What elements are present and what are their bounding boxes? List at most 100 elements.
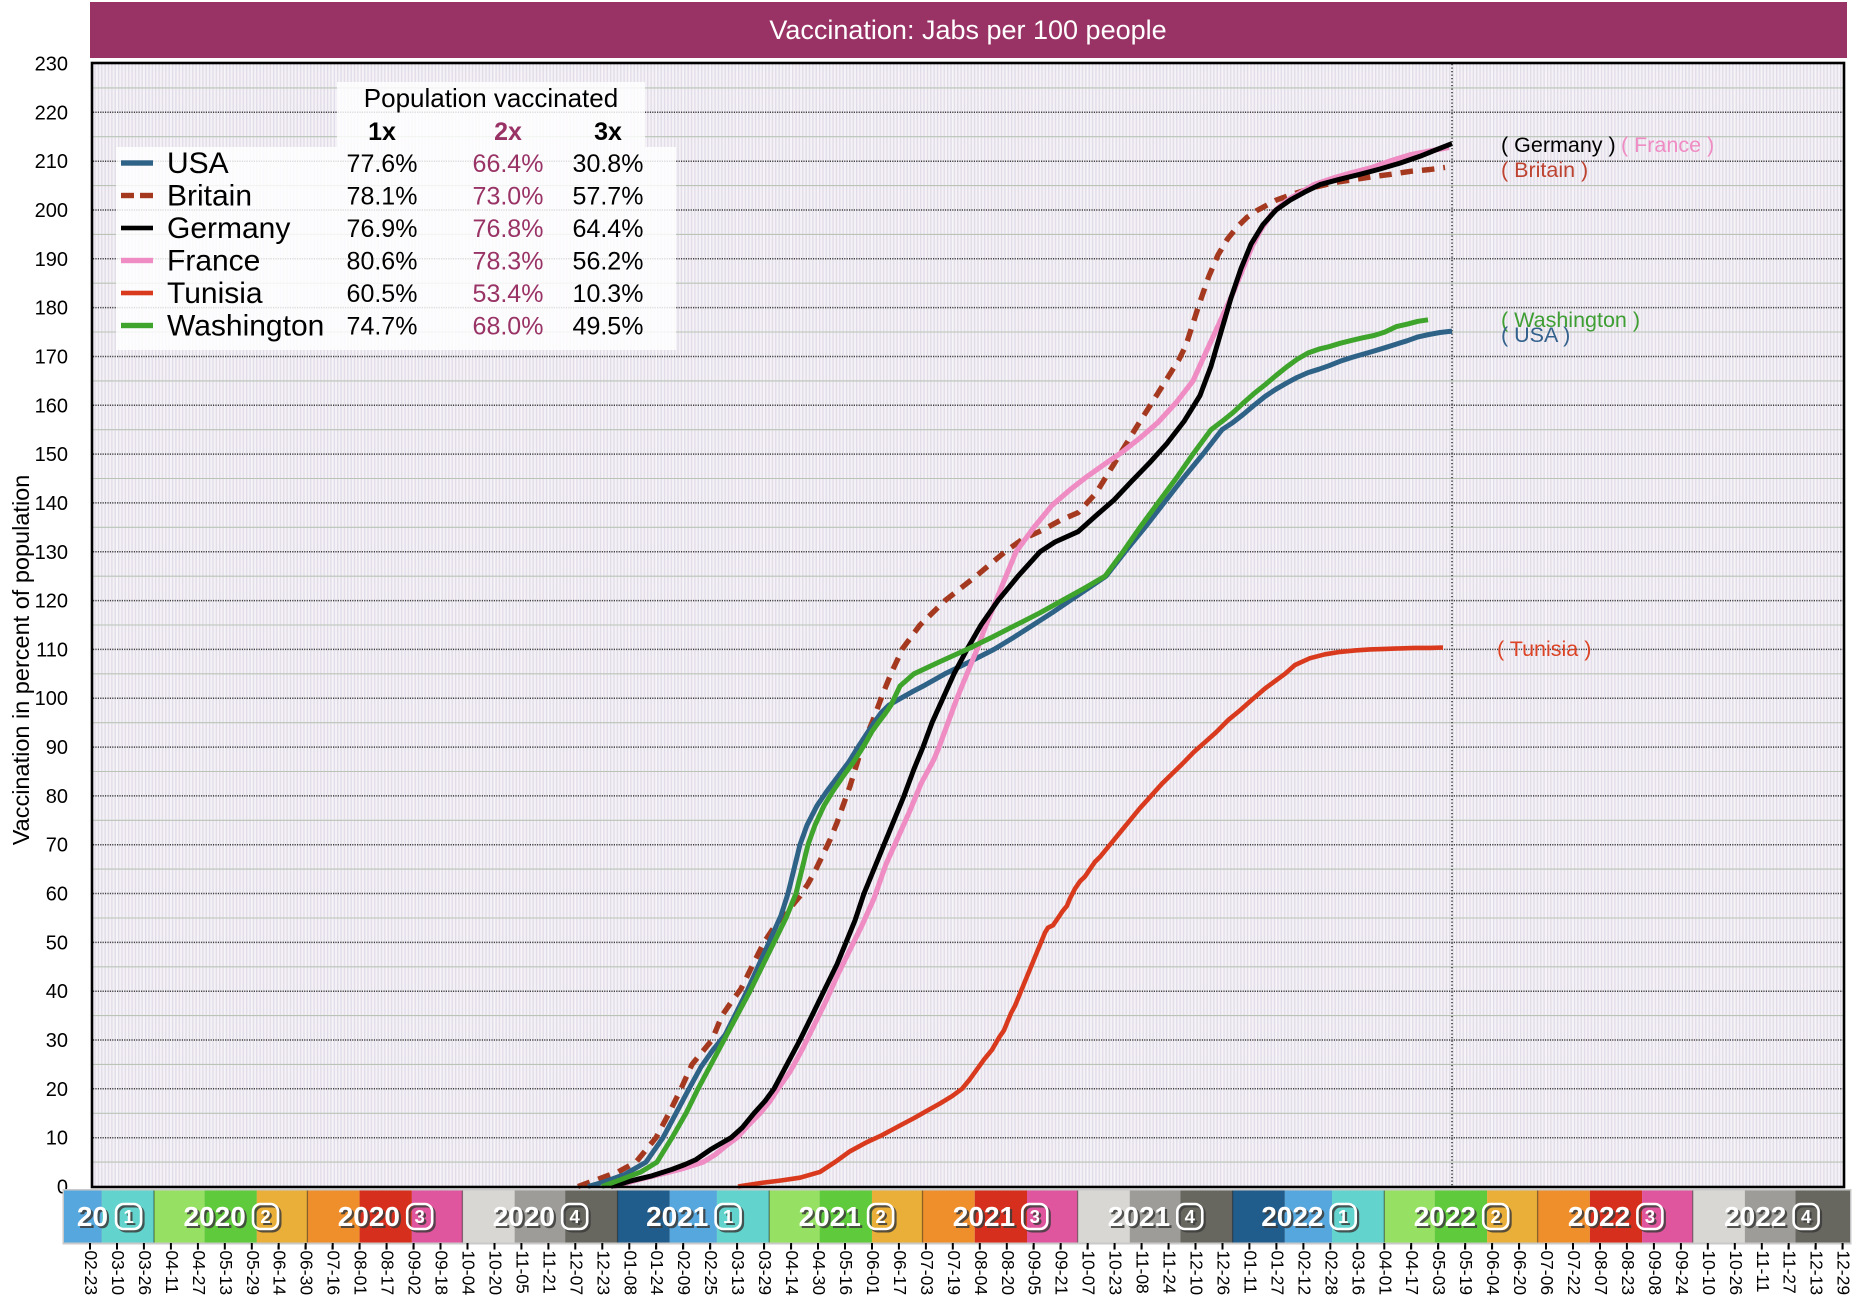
svg-text:-08-23: -08-23 (1618, 1245, 1638, 1296)
svg-text:-07-06: -07-06 (1537, 1245, 1557, 1296)
svg-text:-01-11: -01-11 (1240, 1245, 1260, 1294)
svg-text:-11-21: -11-21 (539, 1245, 559, 1294)
svg-text:2022: 2022 (1726, 1203, 1788, 1234)
svg-text:2: 2 (875, 1206, 885, 1227)
svg-text:( Tunisia ): ( Tunisia ) (1497, 637, 1591, 661)
svg-text:2: 2 (263, 1208, 273, 1229)
svg-text:53.4%: 53.4% (473, 280, 544, 308)
svg-text:-08-04: -08-04 (971, 1245, 991, 1296)
svg-text:-05-13: -05-13 (216, 1245, 236, 1296)
svg-text:10: 10 (46, 1128, 68, 1150)
svg-text:-08-20: -08-20 (998, 1245, 1018, 1296)
svg-text:3: 3 (1647, 1208, 1657, 1229)
svg-text:20: 20 (46, 1079, 68, 1101)
svg-text:130: 130 (35, 542, 68, 564)
svg-text:3: 3 (417, 1208, 427, 1229)
svg-text:-03-29: -03-29 (755, 1245, 775, 1296)
svg-text:-02-28: -02-28 (1321, 1245, 1341, 1296)
svg-text:2022: 2022 (1724, 1201, 1786, 1232)
svg-text:( Germany ): ( Germany ) (1501, 133, 1616, 157)
svg-text:90: 90 (46, 737, 68, 759)
svg-text:64.4%: 64.4% (573, 215, 644, 243)
svg-text:-03-13: -03-13 (728, 1245, 748, 1296)
svg-text:-10-26: -10-26 (1726, 1245, 1746, 1296)
svg-text:-06-30: -06-30 (297, 1245, 317, 1296)
svg-text:-10-20: -10-20 (486, 1245, 506, 1296)
svg-text:-04-27: -04-27 (189, 1245, 209, 1296)
svg-text:76.8%: 76.8% (473, 215, 544, 243)
svg-text:30: 30 (46, 1030, 68, 1052)
svg-text:2: 2 (878, 1208, 888, 1229)
svg-text:76.9%: 76.9% (347, 215, 418, 243)
svg-text:60: 60 (46, 884, 68, 906)
svg-text:Vaccination in percent of popu: Vaccination in percent of population (8, 475, 34, 846)
svg-text:-12-07: -12-07 (566, 1245, 586, 1296)
svg-text:2020: 2020 (338, 1201, 400, 1232)
svg-text:49.5%: 49.5% (573, 313, 644, 341)
svg-text:( France ): ( France ) (1621, 133, 1714, 157)
svg-text:-11-24: -11-24 (1160, 1245, 1180, 1295)
svg-text:50: 50 (46, 932, 68, 954)
svg-text:-01-08: -01-08 (620, 1245, 640, 1296)
svg-text:USA: USA (167, 147, 229, 180)
svg-text:-07-19: -07-19 (944, 1245, 964, 1296)
svg-text:78.3%: 78.3% (473, 248, 544, 276)
svg-text:-12-29: -12-29 (1834, 1245, 1854, 1296)
svg-text:-05-16: -05-16 (836, 1245, 856, 1296)
svg-text:78.1%: 78.1% (347, 183, 418, 211)
svg-text:-08-07: -08-07 (1591, 1245, 1611, 1296)
svg-text:1: 1 (123, 1206, 133, 1227)
svg-text:2022: 2022 (1416, 1203, 1478, 1234)
svg-text:2021: 2021 (1108, 1201, 1170, 1232)
svg-text:-05-29: -05-29 (243, 1245, 263, 1296)
svg-text:210: 210 (35, 151, 68, 173)
svg-text:1: 1 (723, 1206, 733, 1227)
svg-text:-06-14: -06-14 (270, 1245, 290, 1296)
svg-text:2021: 2021 (646, 1201, 708, 1232)
svg-text:200: 200 (35, 200, 68, 222)
svg-text:-07-16: -07-16 (324, 1245, 344, 1296)
svg-text:56.2%: 56.2% (573, 248, 644, 276)
svg-text:80: 80 (46, 786, 68, 808)
svg-text:-02-23: -02-23 (81, 1245, 101, 1296)
svg-text:4: 4 (570, 1206, 581, 1227)
svg-text:-06-20: -06-20 (1510, 1245, 1530, 1296)
svg-text:-01-27: -01-27 (1267, 1245, 1287, 1296)
svg-text:20: 20 (77, 1201, 108, 1232)
svg-text:-09-02: -09-02 (405, 1245, 425, 1296)
svg-text:140: 140 (35, 493, 68, 515)
svg-text:70: 70 (46, 835, 68, 857)
svg-text:2x: 2x (494, 118, 522, 146)
svg-text:1: 1 (126, 1208, 136, 1229)
svg-text:-01-24: -01-24 (647, 1245, 667, 1296)
svg-text:-03-16: -03-16 (1348, 1245, 1368, 1296)
svg-text:2021: 2021 (1110, 1203, 1172, 1234)
svg-text:-12-23: -12-23 (593, 1245, 613, 1296)
svg-text:Washington: Washington (167, 310, 324, 343)
svg-text:230: 230 (35, 54, 68, 76)
svg-text:4: 4 (1185, 1206, 1196, 1227)
svg-text:10.3%: 10.3% (573, 280, 644, 308)
svg-text:-04-17: -04-17 (1402, 1245, 1422, 1296)
svg-text:3x: 3x (594, 118, 622, 146)
svg-text:-04-14: -04-14 (782, 1245, 802, 1296)
svg-text:Population vaccinated: Population vaccinated (364, 83, 618, 113)
svg-text:-09-24: -09-24 (1672, 1245, 1692, 1296)
svg-text:2021: 2021 (801, 1203, 863, 1234)
svg-text:220: 220 (35, 102, 68, 124)
svg-text:20: 20 (79, 1203, 110, 1234)
svg-text:80.6%: 80.6% (347, 248, 418, 276)
svg-text:73.0%: 73.0% (473, 183, 544, 211)
svg-text:3: 3 (1030, 1206, 1040, 1227)
svg-text:-04-30: -04-30 (809, 1245, 829, 1296)
svg-text:-10-07: -10-07 (1079, 1245, 1099, 1296)
svg-text:-09-08: -09-08 (1645, 1245, 1665, 1296)
svg-text:-05-19: -05-19 (1456, 1245, 1476, 1296)
svg-text:2: 2 (1491, 1206, 1501, 1227)
svg-text:-06-01: -06-01 (863, 1245, 883, 1296)
svg-text:-06-17: -06-17 (890, 1245, 910, 1296)
svg-text:-08-17: -08-17 (378, 1245, 398, 1296)
svg-text:30.8%: 30.8% (573, 150, 644, 178)
svg-text:4: 4 (1801, 1206, 1812, 1227)
svg-text:2022: 2022 (1263, 1203, 1325, 1234)
